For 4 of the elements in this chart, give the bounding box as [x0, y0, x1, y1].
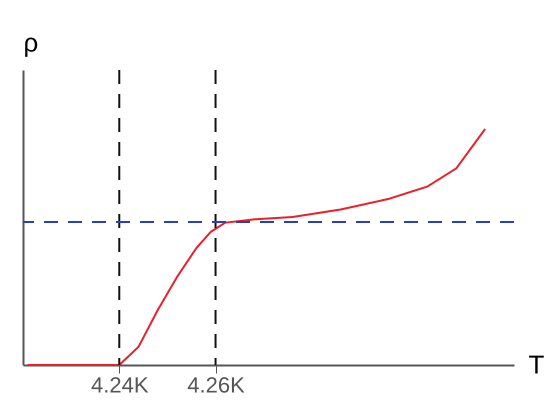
- x-tick-label: 4.26K: [187, 372, 246, 398]
- x-tick-label: 4.24K: [91, 372, 149, 398]
- x-axis-title: T: [528, 350, 544, 380]
- y-axis-title: ρ: [24, 28, 38, 58]
